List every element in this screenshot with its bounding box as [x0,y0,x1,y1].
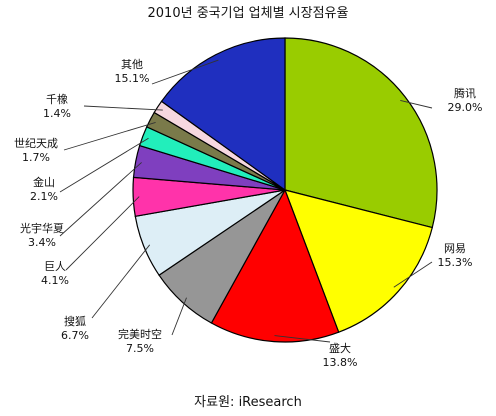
slice-name-label: 完美时空 [118,327,162,341]
slice-value-label: 6.7% [61,329,89,342]
pie-slice [160,37,286,192]
slice-name-label: 网易 [444,242,466,255]
slice-value-label: 3.4% [28,236,56,249]
leader-line [59,137,149,193]
slice-name-label: 金山 [33,175,55,189]
slice-value-label: 1.7% [22,151,50,164]
slice-value-label: 29.0% [448,101,483,114]
leader-line [91,244,151,319]
leader-line [83,105,163,111]
pie-slice [210,188,340,343]
slice-value-label: 13.8% [323,356,358,369]
source-note: 자료원: iResearch [194,395,302,410]
slice-name-label: 其他 [121,58,143,71]
leader-line [151,59,219,85]
slice-value-label: 1.4% [43,107,71,120]
slice-name-label: 光宇华夏 [20,221,64,235]
slice-value-label: 15.1% [115,72,150,85]
slice-value-label: 15.3% [438,256,473,269]
slice-value-label: 2.1% [30,190,58,203]
slice-name-label: 千橡 [46,93,68,106]
slice-value-label: 7.5% [126,342,154,355]
leader-line [65,196,140,271]
pie-slices [132,37,438,343]
leader-line [63,121,156,151]
leader-line [393,261,433,288]
leader-line [274,335,331,343]
leader-lines [59,59,433,343]
leader-line [59,162,142,237]
slice-name-label: 盛大 [329,341,351,355]
slice-name-label: 搜狐 [64,314,86,328]
pie-slice [284,189,434,333]
pie-slice [284,37,438,229]
slice-name-label: 世纪天成 [14,137,58,150]
slice-value-label: 4.1% [41,274,69,287]
leader-line [171,297,187,336]
chart-title: 2010년 중국기업 업체별 시장점유율 [148,6,349,21]
leader-line [400,99,433,109]
slice-name-label: 巨人 [44,260,66,273]
slice-name-label: 腾讯 [454,86,476,100]
